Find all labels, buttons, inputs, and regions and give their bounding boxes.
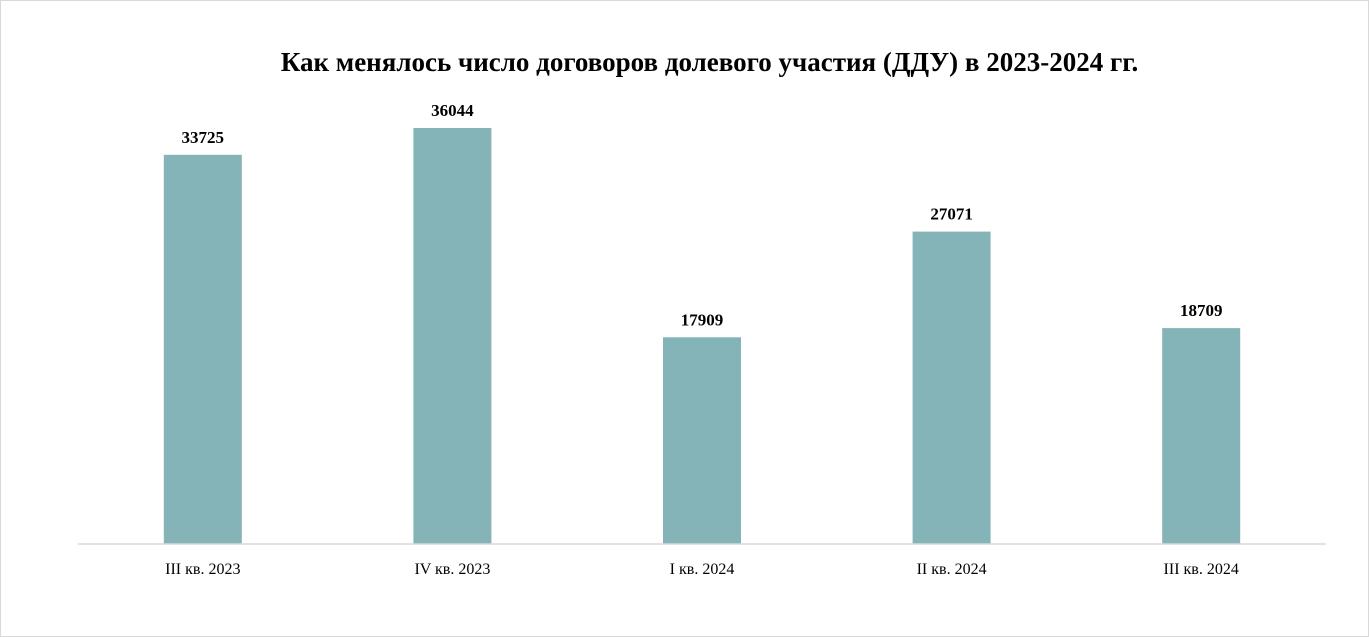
data-label-1: 33725 [182,128,225,147]
data-label-2: 36044 [431,101,474,120]
bar-4 [912,231,991,544]
bar-3 [663,337,741,544]
x-tick-label-2: IV кв. 2023 [414,561,490,578]
data-label-5: 18709 [1180,301,1223,320]
data-label-4: 27071 [930,205,973,224]
x-tick-label-4: II кв. 2024 [917,561,987,578]
data-label-3: 17909 [681,310,724,329]
chart-title: Как менялось число договоров долевого уч… [280,47,1139,77]
x-tick-label-1: III кв. 2023 [165,561,240,578]
x-tick-label-5: III кв. 2024 [1164,561,1239,578]
x-tick-label-3: I кв. 2024 [670,561,735,578]
bar-1 [163,154,242,545]
bar-5 [1162,328,1241,544]
bar-2 [413,128,492,544]
